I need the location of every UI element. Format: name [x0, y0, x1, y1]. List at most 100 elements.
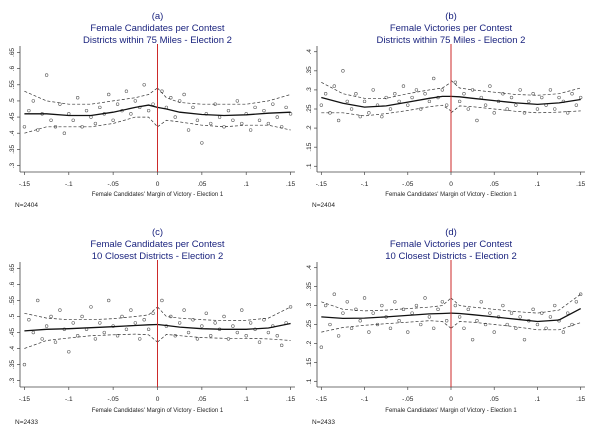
data-point — [49, 314, 53, 319]
y-tick-label: .4 — [9, 130, 16, 136]
panel-letter: (c) — [152, 227, 163, 238]
x-tick-label: -.15 — [19, 396, 31, 403]
y-tick-label: .3 — [9, 377, 16, 383]
data-point — [98, 105, 102, 110]
data-point — [328, 322, 332, 327]
y-tick-label: .65 — [9, 264, 16, 273]
x-tick-label: 0 — [449, 396, 453, 403]
data-point — [231, 324, 235, 328]
ci-band-right-lower — [450, 321, 581, 331]
data-point — [501, 303, 505, 308]
data-point — [518, 88, 522, 92]
data-point — [44, 324, 49, 328]
data-point — [535, 107, 540, 111]
ci-band-left-lower — [321, 320, 452, 333]
chart-title: Female Candidates per Contest — [90, 23, 224, 34]
ci-band-right-lower — [157, 334, 291, 343]
data-point — [419, 107, 423, 111]
data-point — [466, 107, 470, 111]
data-point — [240, 308, 244, 312]
data-point — [62, 131, 67, 135]
x-tick-label: .1 — [243, 181, 249, 188]
data-point — [107, 298, 111, 303]
x-tick-label: 0 — [156, 396, 160, 403]
ci-band-left-upper — [24, 87, 158, 105]
panel-letter: (b) — [445, 11, 457, 22]
data-point — [354, 307, 358, 312]
data-point — [124, 327, 129, 331]
data-point — [226, 108, 231, 113]
data-point — [440, 300, 445, 304]
chart-title: Female Victories per Contest — [390, 23, 513, 34]
data-point — [380, 303, 384, 308]
ci-band-right-lower — [157, 119, 291, 131]
data-point — [354, 92, 358, 96]
data-point — [124, 89, 129, 93]
data-point — [341, 311, 345, 315]
data-point — [566, 311, 570, 315]
data-point — [226, 337, 231, 341]
data-point — [217, 115, 222, 119]
data-point — [222, 314, 226, 319]
y-tick-label: .6 — [9, 66, 16, 72]
data-point — [466, 307, 470, 312]
x-tick-label: -.15 — [19, 181, 31, 188]
data-point — [173, 115, 177, 119]
data-point — [371, 311, 375, 315]
data-point — [160, 298, 164, 303]
y-tick-label: .15 — [306, 357, 313, 366]
data-point — [248, 128, 253, 132]
chart-subtitle: 10 Closest Districts - Election 2 — [385, 251, 516, 262]
data-point — [367, 330, 371, 334]
fit-line-right — [450, 308, 582, 323]
x-tick-label: .05 — [197, 181, 206, 188]
data-point — [535, 322, 540, 327]
data-point — [574, 103, 579, 107]
data-point — [570, 92, 574, 96]
data-point — [362, 99, 367, 104]
data-point — [178, 321, 182, 325]
data-point — [284, 105, 288, 110]
x-tick-label: .15 — [286, 396, 295, 403]
data-point — [133, 99, 137, 103]
data-point — [440, 88, 445, 92]
panel-b: (b)Female Victories per ContestDistricts… — [306, 11, 586, 209]
y-tick-label: .35 — [9, 144, 16, 153]
data-point — [345, 99, 349, 104]
y-tick-label: .3 — [306, 87, 313, 93]
data-point — [336, 334, 341, 338]
data-point — [492, 111, 496, 115]
ci-band-right-upper — [157, 87, 291, 105]
y-tick-label: .4 — [306, 49, 313, 55]
y-tick-label: .45 — [9, 328, 16, 337]
sample-size-label: N=2404 — [15, 202, 38, 209]
data-point — [457, 99, 462, 104]
x-tick-label: .15 — [576, 396, 585, 403]
data-point — [142, 83, 146, 87]
data-point — [501, 92, 505, 96]
data-point — [142, 318, 146, 322]
x-axis-title: Female Candidates' Margin of Victory - E… — [92, 192, 224, 198]
y-tick-label: .4 — [306, 265, 313, 271]
ci-band-right-upper — [157, 306, 291, 322]
data-point — [483, 103, 488, 107]
data-point — [531, 307, 535, 312]
data-point — [323, 92, 328, 96]
x-tick-label: -.15 — [316, 181, 328, 188]
ci-band-left-lower — [321, 104, 452, 117]
chart-subtitle: Districts within 75 Miles - Election 2 — [377, 35, 526, 46]
data-point — [406, 330, 410, 334]
data-point — [540, 311, 544, 315]
data-point — [332, 292, 336, 296]
data-point — [410, 311, 414, 315]
data-point — [80, 314, 84, 319]
data-point — [522, 111, 527, 115]
x-tick-label: .1 — [535, 396, 541, 403]
data-point — [169, 314, 173, 319]
x-tick-label: -.05 — [108, 181, 120, 188]
data-point — [462, 326, 466, 330]
data-point — [71, 321, 75, 325]
data-point — [75, 334, 80, 338]
data-point — [133, 321, 137, 325]
x-tick-label: .05 — [197, 396, 206, 403]
